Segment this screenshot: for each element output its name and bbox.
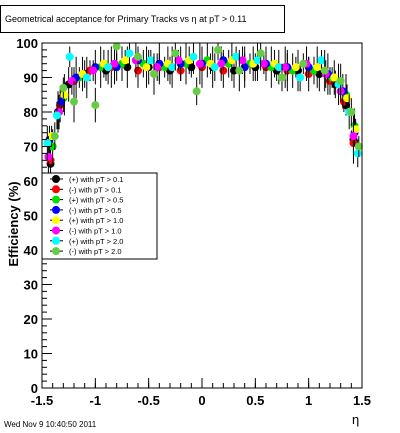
data-point (320, 66, 329, 75)
legend-label: (+) with pT > 0.1 (69, 175, 123, 184)
data-point (150, 70, 158, 79)
x-tick-label: -0.5 (137, 393, 159, 408)
legend-label: (-) with pT > 0.5 (69, 206, 122, 215)
data-point (256, 49, 265, 58)
data-point (153, 63, 162, 72)
data-point (235, 66, 244, 75)
data-point (291, 63, 300, 72)
data-point (168, 63, 177, 72)
data-point (238, 56, 247, 65)
data-point (214, 45, 222, 54)
data-point (121, 56, 130, 65)
data-point (44, 152, 53, 161)
data-point (65, 52, 74, 61)
data-point (299, 59, 308, 68)
data-point (210, 63, 219, 72)
legend-label: (-) with pT > 1.0 (69, 227, 122, 236)
data-point (232, 52, 241, 61)
data-point (259, 59, 268, 68)
data-point (125, 49, 134, 58)
data-point (330, 73, 339, 82)
y-tick-label: 70 (24, 140, 38, 155)
y-tick-label: 0 (31, 381, 38, 396)
legend-marker (52, 205, 60, 214)
chart-title: Geometrical acceptance for Primary Track… (0, 5, 285, 33)
data-point (189, 52, 198, 61)
y-tick-label: 30 (24, 278, 38, 293)
legend-label: (-) with pT > 2.0 (69, 247, 122, 256)
x-axis-label: η (352, 412, 359, 427)
data-point (351, 125, 360, 134)
data-point (336, 76, 345, 85)
legend-label: (+) with pT > 0.5 (69, 196, 123, 205)
legend-marker (52, 175, 60, 183)
x-tick-label: 1 (305, 393, 312, 408)
data-point (110, 59, 119, 68)
y-tick-label: 10 (24, 347, 38, 362)
data-points (43, 42, 363, 181)
data-point (91, 101, 100, 110)
data-point (195, 59, 204, 68)
x-tick-label: -1.5 (31, 393, 53, 408)
y-tick-label: 40 (24, 243, 38, 258)
x-tick-label: 0.5 (246, 393, 264, 408)
data-point (274, 63, 283, 72)
data-point (217, 59, 226, 68)
data-point (278, 73, 286, 82)
data-point (343, 94, 352, 103)
x-tick-label: 0 (198, 393, 205, 408)
y-tick-label: 80 (24, 105, 38, 120)
timestamp-footer: Wed Nov 9 10:40:50 2011 (4, 420, 97, 429)
data-point (104, 63, 113, 72)
y-tick-label: 60 (24, 174, 38, 189)
data-point (50, 132, 59, 141)
data-point (296, 73, 305, 82)
data-point (146, 56, 155, 65)
y-axis-label: Efficiency (%) (6, 181, 21, 266)
data-point (134, 52, 142, 61)
x-tick-label: -1 (90, 393, 102, 408)
data-point (82, 73, 91, 82)
legend-label: (-) with pT > 0.1 (69, 185, 122, 194)
data-point (59, 83, 68, 92)
data-point (171, 49, 180, 58)
data-point (70, 97, 78, 106)
data-point (347, 108, 356, 116)
data-point (67, 76, 76, 85)
y-tick-label: 90 (24, 71, 38, 86)
legend: (+) with pT > 0.1(-) with pT > 0.1 (+) wi… (41, 172, 158, 260)
data-point (142, 63, 151, 72)
data-point (192, 87, 201, 96)
data-point (253, 56, 262, 65)
data-point (317, 56, 326, 65)
data-point (281, 63, 290, 72)
legend-marker (52, 226, 60, 235)
data-point (43, 139, 52, 148)
data-point (112, 42, 121, 51)
y-tick-label: 50 (24, 209, 38, 224)
data-point (353, 149, 362, 158)
legend-label: (+) with pT > 2.0 (69, 237, 123, 246)
legend-marker (52, 185, 60, 194)
legend-marker (52, 236, 60, 245)
data-point (60, 90, 69, 99)
data-point (313, 63, 322, 72)
legend-label: (+) with pT > 1.0 (69, 216, 123, 225)
legend-marker (52, 216, 60, 225)
data-point (349, 132, 358, 141)
data-point (89, 66, 98, 75)
y-tick-label: 20 (24, 312, 38, 327)
legend-marker (52, 195, 60, 204)
axes: 0 10 20 30 40 50 60 70 80 90 100 -1.5 -1 -0.5 0 0.5 1 1.5 (16, 36, 371, 408)
x-tick-label: 1.5 (353, 393, 371, 408)
y-tick-label: 100 (16, 36, 38, 51)
legend-box (41, 172, 158, 260)
legend-marker (52, 247, 60, 256)
data-point (354, 142, 363, 151)
data-point (174, 56, 183, 65)
data-point (52, 111, 61, 120)
